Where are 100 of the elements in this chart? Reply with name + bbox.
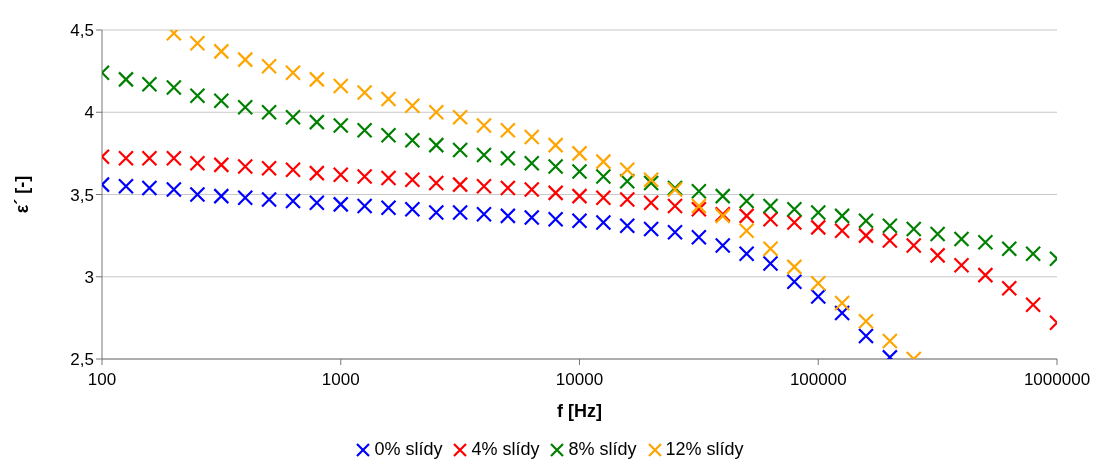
point [356, 197, 373, 215]
point [643, 171, 660, 188]
point [619, 217, 636, 234]
point [547, 137, 564, 154]
point [762, 255, 779, 272]
point [619, 191, 636, 208]
point [452, 204, 469, 221]
point [332, 166, 349, 183]
point [619, 161, 636, 178]
point [762, 197, 779, 215]
point [619, 173, 636, 190]
point [380, 199, 397, 216]
point [929, 225, 946, 243]
point [643, 174, 660, 192]
point [905, 237, 922, 254]
point [452, 176, 469, 193]
point [834, 222, 851, 239]
point [786, 273, 803, 290]
point [881, 332, 898, 350]
point [117, 71, 135, 88]
x-tick-label: 1000 [321, 370, 360, 390]
y-tick-label: 2,5 [70, 350, 94, 370]
point [452, 141, 469, 159]
point [284, 64, 302, 81]
point [762, 211, 779, 228]
point [738, 207, 755, 224]
legend-label: 12% slídy [665, 439, 744, 460]
point [260, 104, 278, 121]
point [380, 169, 397, 187]
point [547, 158, 564, 175]
point [237, 158, 254, 175]
point [953, 230, 970, 248]
point [738, 222, 755, 239]
point [523, 128, 540, 146]
x-tick-label: 1000000 [1023, 370, 1091, 390]
point [905, 220, 922, 238]
point [475, 117, 493, 134]
legend-label: 8% slídy [568, 439, 637, 460]
point [1001, 280, 1018, 297]
point [571, 163, 588, 180]
y-tick-label: 3 [84, 267, 94, 287]
point [714, 188, 731, 205]
point [834, 304, 851, 322]
point [141, 76, 158, 93]
point [404, 201, 421, 218]
point [308, 165, 325, 182]
point [165, 181, 182, 198]
y-tick-label: 4,5 [70, 21, 94, 41]
point [571, 145, 588, 162]
point [428, 104, 445, 121]
y-tick-label: 3,5 [70, 185, 94, 205]
point [977, 234, 994, 251]
point [1001, 240, 1018, 257]
point [643, 220, 660, 238]
point [189, 155, 206, 172]
point [213, 92, 230, 109]
x-tick-label: 100 [87, 370, 117, 390]
point [332, 196, 349, 213]
point [237, 51, 254, 68]
point [475, 178, 493, 195]
point [428, 137, 445, 154]
point [595, 189, 612, 206]
point [213, 156, 230, 173]
point [1025, 245, 1042, 262]
point [284, 109, 302, 126]
point [404, 171, 421, 188]
point [117, 150, 135, 167]
point [738, 245, 755, 262]
point [810, 275, 827, 292]
point [165, 79, 182, 96]
point [332, 77, 349, 95]
point [857, 212, 875, 229]
legend-label: 0% slídy [374, 439, 443, 460]
point [857, 327, 875, 345]
point [834, 207, 851, 224]
point [189, 186, 206, 203]
y-axis-title: ε´ [-] [12, 175, 33, 214]
point [356, 84, 373, 101]
point [260, 160, 278, 177]
point [404, 132, 421, 149]
legend-label: 4% slídy [471, 439, 540, 460]
x-tick-label: 100000 [789, 370, 847, 390]
point [738, 192, 755, 210]
point [786, 214, 803, 231]
point [356, 168, 373, 185]
point [786, 258, 803, 275]
point [547, 184, 564, 201]
point [523, 181, 540, 198]
point [857, 313, 875, 330]
point [810, 288, 827, 305]
point [499, 150, 516, 167]
point [189, 35, 206, 52]
point [643, 194, 660, 211]
point [690, 197, 707, 215]
point [690, 229, 707, 246]
point [237, 99, 254, 116]
point [595, 153, 612, 170]
point [189, 87, 206, 104]
point [117, 178, 135, 195]
point [452, 109, 469, 126]
